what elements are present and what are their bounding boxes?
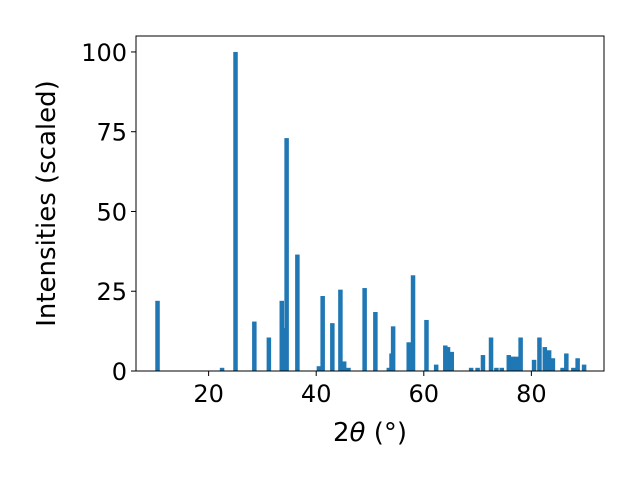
bar [341,361,347,371]
y-tick-label: 25 [96,278,127,306]
bar [410,275,416,371]
bar [488,337,494,371]
y-tick-label: 0 [112,358,127,386]
x-axis-label: 2θ (°) [333,418,407,448]
bar [373,311,378,371]
y-axis-label: Intensities (scaled) [32,80,62,327]
bar [266,337,272,371]
bar [284,138,289,371]
bar [449,351,455,371]
x-tick-label: 40 [301,380,332,408]
bar [542,347,548,371]
bar [433,364,439,371]
x-axis: 20 40 60 80 [193,371,547,408]
plot-frame [135,35,605,372]
bar [316,366,322,371]
y-tick-label: 100 [81,39,127,67]
bar [564,353,569,371]
y-tick-label: 50 [96,198,127,226]
bar [531,359,537,371]
bar [443,345,448,371]
bar [506,355,512,371]
bar [468,367,474,371]
bar [550,358,556,371]
bar [494,367,499,371]
bar [386,367,392,371]
bar [155,300,160,371]
bar [330,323,335,371]
bar [406,342,411,371]
y-axis: 0 25 50 75 100 [81,39,136,386]
bar [320,296,325,371]
x-tick-label: 60 [409,380,440,408]
bar [281,327,287,371]
bar [346,367,351,371]
bar [338,289,343,371]
bar [581,364,587,371]
y-tick-label: 75 [96,119,127,147]
bar [295,254,300,371]
bar [480,355,486,371]
bar [514,356,519,371]
bar [571,367,576,371]
bar [424,319,429,371]
bars-group [155,51,587,371]
bar [546,350,552,371]
bar [390,326,396,371]
x-tick-label: 20 [193,380,224,408]
bar [510,356,515,371]
bar [560,367,565,371]
bar [575,358,580,371]
bar [233,51,238,371]
bar [252,321,257,371]
bar [475,367,480,371]
bar [537,337,542,371]
bar [445,347,451,371]
bar [219,367,225,371]
bar [518,337,523,371]
bar [362,288,367,371]
x-tick-label: 80 [516,380,547,408]
bar [499,367,505,371]
